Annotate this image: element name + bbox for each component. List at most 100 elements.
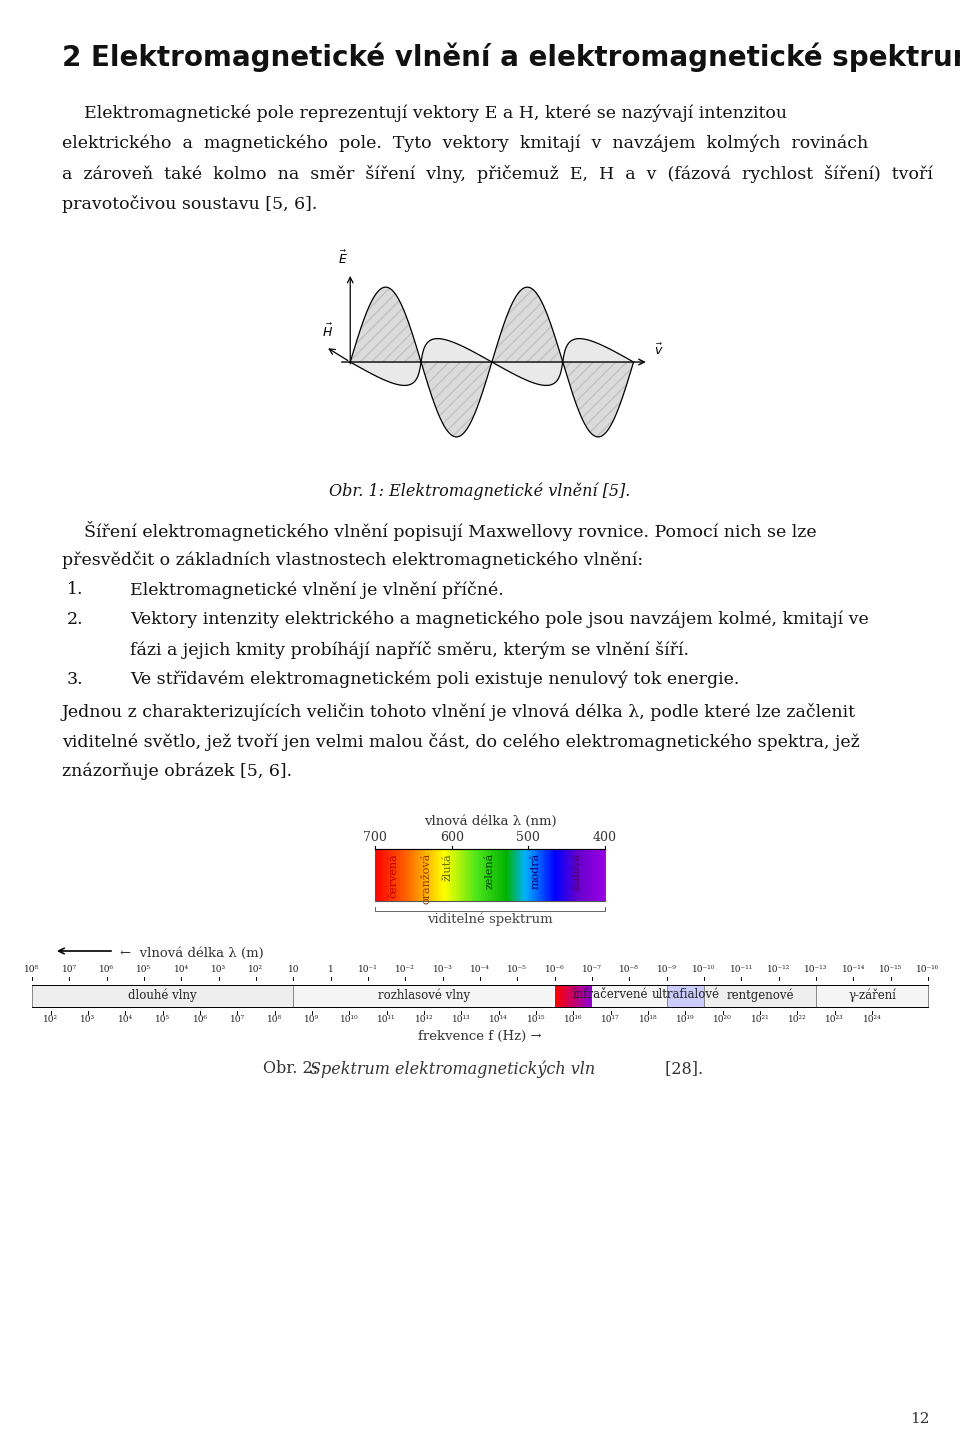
Text: 10⁶: 10⁶ [193,1015,207,1024]
Text: Obr. 1: Elektromagnetické vlnění [5].: Obr. 1: Elektromagnetické vlnění [5]. [329,482,631,501]
Text: 10¹⁵: 10¹⁵ [527,1015,545,1024]
Text: 600: 600 [440,830,464,843]
Text: 10¹¹: 10¹¹ [377,1015,396,1024]
Text: 10²³: 10²³ [826,1015,844,1024]
Text: 10²²: 10²² [788,1015,806,1024]
Text: 10⁻⁶: 10⁻⁶ [544,965,564,975]
Text: 3.: 3. [67,671,84,687]
Text: Šíření elektromagnetického vlnění popisují Maxwellovy rovnice. Pomocí nich se lz: Šíření elektromagnetického vlnění popisu… [62,521,817,542]
Bar [294,985,555,1006]
Text: 10¹⁹: 10¹⁹ [676,1015,695,1024]
Text: infračervené: infračervené [573,989,648,1002]
Text: rozhlasové vlny: rozhlasové vlny [378,988,470,1002]
Text: Spektrum elektromagnetických vln: Spektrum elektromagnetických vln [310,1060,595,1077]
Text: 10⁻¹⁶: 10⁻¹⁶ [917,965,940,975]
Text: 10¹⁷: 10¹⁷ [601,1015,620,1024]
Text: přesvědčit o základních vlastnostech elektromagnetického vlnění:: přesvědčit o základních vlastnostech ele… [62,552,643,569]
Text: 10²¹: 10²¹ [751,1015,769,1024]
Text: 10⁻¹⁵: 10⁻¹⁵ [879,965,902,975]
Text: 10⁻⁹: 10⁻⁹ [657,965,677,975]
Text: dlouhé vlny: dlouhé vlny [129,988,197,1002]
Text: 2 Elektromagnetické vlnění a elektromagnetické spektrum: 2 Elektromagnetické vlnění a elektromagn… [62,42,960,72]
Text: a  zároveň  také  kolmo  na  směr  šíření  vlny,  přičemuž  E,  H  a  v  (fázová: a zároveň také kolmo na směr šíření vlny… [62,165,933,183]
Text: 10⁸: 10⁸ [24,965,39,975]
Text: 10⁻¹²: 10⁻¹² [767,965,790,975]
Text: Jednou z charakterizujících veličin tohoto vlnění je vlnová délka λ, podle které: Jednou z charakterizujících veličin toho… [62,703,856,721]
Text: Ve střïdavém elektromagnetickém poli existuje nenulový tok energie.: Ve střïdavém elektromagnetickém poli exi… [130,671,739,689]
Text: červená: červená [389,853,398,898]
Text: vlnová délka λ (nm): vlnová délka λ (nm) [423,814,556,827]
Text: 1.: 1. [67,580,84,598]
Text: 10⁴: 10⁴ [174,965,189,975]
Text: Elektromagnetické pole reprezentují vektory E a H, které se nazývají intenzitou: Elektromagnetické pole reprezentují vekt… [62,105,787,123]
Text: frekvence f (Hz) →: frekvence f (Hz) → [419,1030,541,1043]
Polygon shape [421,339,492,362]
Text: 10²⁴: 10²⁴ [863,1015,881,1024]
Text: $\vec{E}$: $\vec{E}$ [338,250,348,267]
Text: 10⁵: 10⁵ [156,1015,170,1024]
Text: 10¹⁰: 10¹⁰ [340,1015,359,1024]
Text: 10⁹: 10⁹ [304,1015,320,1024]
Text: 10⁻¹¹: 10⁻¹¹ [730,965,753,975]
Text: 2.: 2. [67,611,84,628]
Text: 10⁶: 10⁶ [99,965,114,975]
Text: Elektromagnetické vlnění je vlnění příčné.: Elektromagnetické vlnění je vlnění příčn… [130,580,504,599]
Text: 10⁻⁴: 10⁻⁴ [470,965,490,975]
Text: 10⁻⁸: 10⁻⁸ [619,965,639,975]
Text: elektrického  a  magnetického  pole.  Tyto  vektory  kmitají  v  navzájem  kolmý: elektrického a magnetického pole. Tyto v… [62,134,868,153]
Text: 10⁻²: 10⁻² [396,965,416,975]
Text: 10³: 10³ [81,1015,96,1024]
Text: 10⁻¹⁴: 10⁻¹⁴ [842,965,865,975]
Text: fázi a jejich kmity probíhájí napříč směru, kterým se vlnění šíří.: fázi a jejich kmity probíhájí napříč smě… [130,641,689,658]
Text: 10: 10 [288,965,300,975]
Text: fialová: fialová [571,853,581,891]
Text: 10⁻³: 10⁻³ [433,965,452,975]
Text: ultrafialové: ultrafialové [651,989,719,1002]
Text: ←  vlnová délka λ (m): ← vlnová délka λ (m) [120,947,264,960]
Polygon shape [563,339,634,362]
Text: [28].: [28]. [660,1060,703,1077]
Bar [555,985,666,1006]
Text: 10³: 10³ [211,965,227,975]
Text: 10¹⁴: 10¹⁴ [490,1015,508,1024]
Text: 10⁻⁷: 10⁻⁷ [582,965,602,975]
Text: 12: 12 [910,1412,930,1427]
Text: žlutá: žlutá [443,853,452,881]
Bar [666,985,704,1006]
Polygon shape [492,362,563,386]
Text: modrá: modrá [531,853,541,890]
Text: 10⁵: 10⁵ [136,965,152,975]
Text: 10⁴: 10⁴ [118,1015,132,1024]
Text: 10⁸: 10⁸ [267,1015,282,1024]
Text: 1: 1 [327,965,333,975]
Text: 10⁻⁵: 10⁻⁵ [508,965,527,975]
Text: 10¹⁸: 10¹⁸ [638,1015,658,1024]
Bar [704,985,816,1006]
Text: 400: 400 [593,830,617,843]
Text: 10⁷: 10⁷ [229,1015,245,1024]
Text: zelená: zelená [485,853,495,890]
Text: 10⁻¹⁰: 10⁻¹⁰ [692,965,716,975]
Text: 10²: 10² [249,965,264,975]
Text: pravotočivou soustavu [5, 6].: pravotočivou soustavu [5, 6]. [62,195,318,214]
Polygon shape [350,362,421,386]
Text: $\vec{v}$: $\vec{v}$ [655,342,664,358]
Text: 700: 700 [363,830,387,843]
Text: 10⁷: 10⁷ [61,965,77,975]
Text: rentgenové: rentgenové [727,988,794,1002]
Text: 10²: 10² [43,1015,59,1024]
Text: 500: 500 [516,830,540,843]
Text: oranžová: oranžová [421,853,432,904]
Text: $\vec{H}$: $\vec{H}$ [322,323,333,341]
Text: 10⁻¹: 10⁻¹ [358,965,378,975]
Text: znázorňuje obrázek [5, 6].: znázorňuje obrázek [5, 6]. [62,762,292,781]
Text: 10²⁰: 10²⁰ [713,1015,732,1024]
Text: γ-záření: γ-záření [848,988,896,1002]
Bar [375,849,605,901]
Bar [32,985,294,1006]
Text: Obr. 2:: Obr. 2: [263,1060,324,1077]
Text: Vektory intenzity elektrického a magnetického pole jsou navzájem kolmé, kmitají : Vektory intenzity elektrického a magneti… [130,611,869,628]
Text: 10¹³: 10¹³ [452,1015,470,1024]
Text: 10¹²: 10¹² [415,1015,433,1024]
Text: viditelné světlo, jež tvoří jen velmi malou část, do celého elektromagnetického : viditelné světlo, jež tvoří jen velmi ma… [62,734,860,751]
